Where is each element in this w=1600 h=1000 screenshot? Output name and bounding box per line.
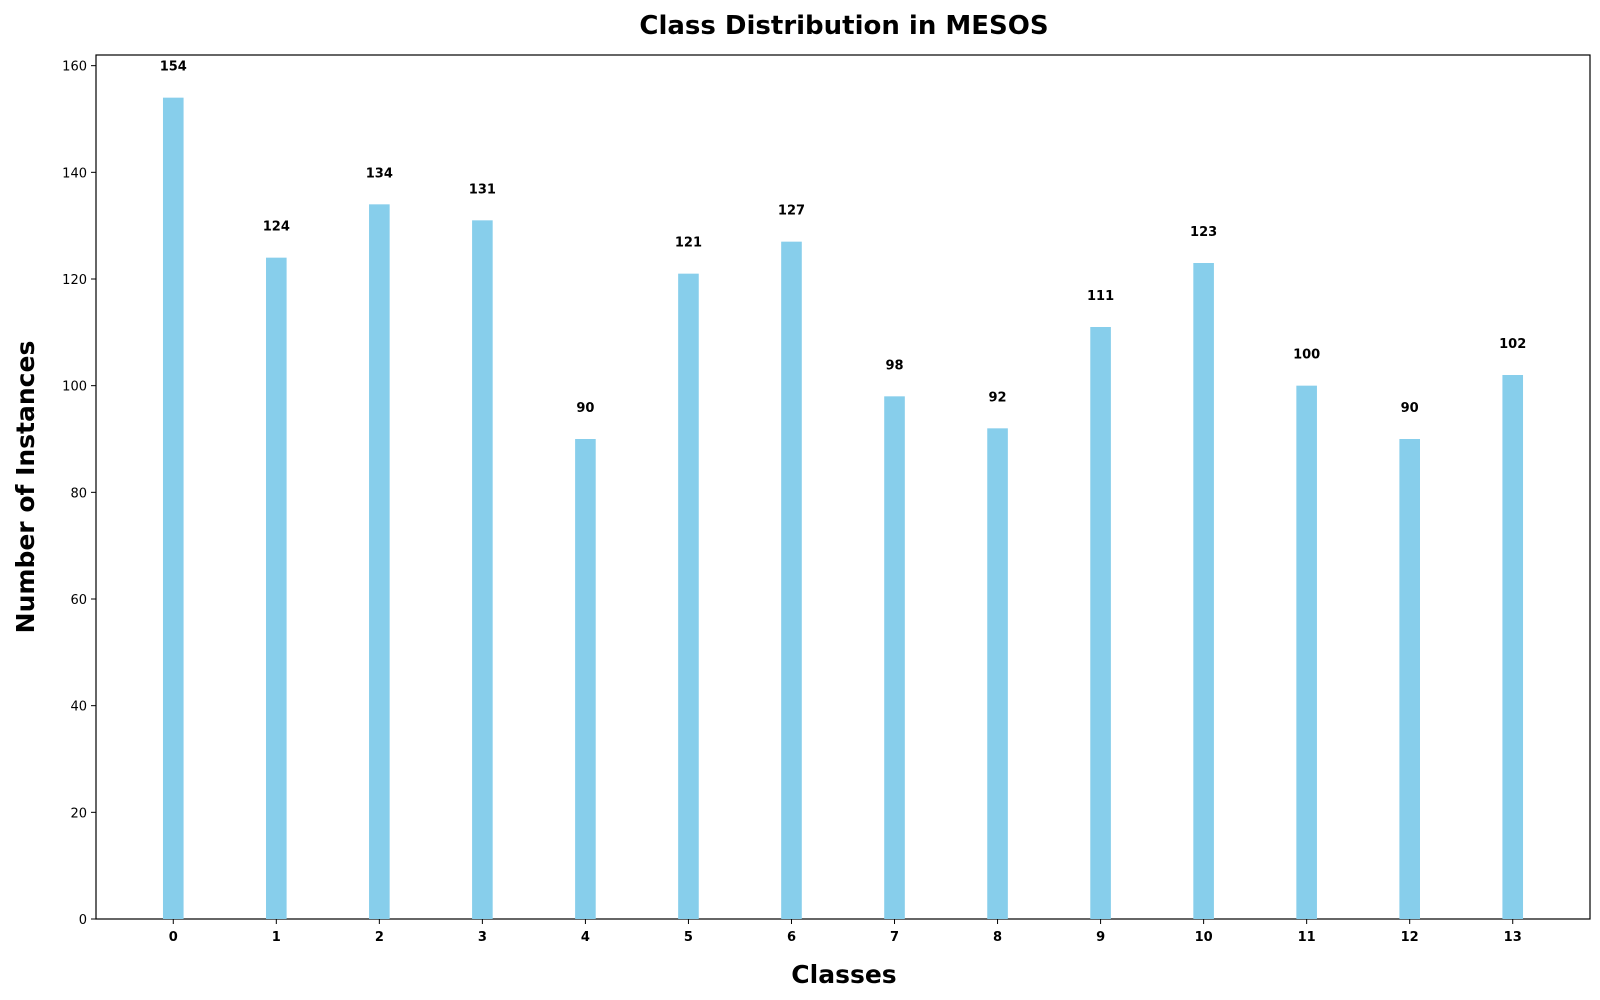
x-tick-label: 5 <box>684 930 693 945</box>
data-label-class-12: 90 <box>1401 401 1419 416</box>
x-tick-label: 0 <box>169 930 178 945</box>
x-tick-label: 10 <box>1195 930 1213 945</box>
bar-class-13 <box>1502 375 1524 919</box>
y-tick-label: 100 <box>62 380 87 395</box>
bar-class-10 <box>1193 263 1214 919</box>
y-tick-label: 60 <box>70 593 87 608</box>
data-label-class-1: 124 <box>263 220 290 235</box>
y-tick-label: 120 <box>62 273 87 288</box>
data-label-class-2: 134 <box>366 166 393 181</box>
data-labels-layer: 154 124 134 131 90 121 127 98 92 111 123 100 90 102 <box>160 60 1527 416</box>
data-label-class-0: 154 <box>160 60 187 75</box>
bar-class-9 <box>1090 327 1111 919</box>
x-tick-label: 2 <box>375 930 384 945</box>
x-axis: 0 1 2 3 4 5 6 7 8 9 10 11 12 13 <box>169 919 1522 945</box>
y-tick-label: 0 <box>79 913 87 928</box>
x-axis-title: Classes <box>791 960 896 989</box>
bar-class-12 <box>1399 439 1420 919</box>
bar-class-5 <box>678 273 699 920</box>
x-tick-label: 8 <box>993 930 1002 945</box>
x-tick-label: 9 <box>1096 930 1105 945</box>
x-tick-label: 6 <box>787 930 796 945</box>
y-axis: 0 20 40 60 80 100 120 140 160 <box>62 60 96 928</box>
data-label-class-10: 123 <box>1190 225 1217 240</box>
bar-class-0 <box>162 97 184 919</box>
y-tick-label: 40 <box>70 700 87 715</box>
bars-layer <box>162 97 1524 920</box>
y-tick-label: 20 <box>70 806 87 821</box>
x-tick-label: 1 <box>272 930 281 945</box>
bar-class-8 <box>987 428 1008 919</box>
bar-class-3 <box>472 220 493 920</box>
data-label-class-4: 90 <box>576 401 594 416</box>
plot-area-frame <box>95 54 1591 920</box>
x-tick-label: 4 <box>581 930 590 945</box>
x-tick-label: 13 <box>1504 930 1522 945</box>
data-label-class-11: 100 <box>1293 348 1320 363</box>
y-tick-label: 80 <box>70 486 87 501</box>
y-tick-label: 160 <box>62 60 87 75</box>
data-label-class-13: 102 <box>1499 337 1526 352</box>
data-label-class-7: 98 <box>885 358 903 373</box>
data-label-class-8: 92 <box>989 390 1007 405</box>
data-label-class-6: 127 <box>778 204 805 219</box>
y-axis-title: Number of Instances <box>11 341 40 634</box>
bar-class-7 <box>884 396 905 919</box>
x-tick-label: 11 <box>1298 930 1316 945</box>
bar-class-6 <box>781 241 802 919</box>
bar-class-11 <box>1296 385 1317 920</box>
x-tick-label: 7 <box>890 930 899 945</box>
data-label-class-9: 111 <box>1087 289 1114 304</box>
data-label-class-3: 131 <box>469 182 496 197</box>
bar-class-4 <box>575 439 596 919</box>
x-tick-label: 12 <box>1401 930 1419 945</box>
x-tick-label: 3 <box>478 930 487 945</box>
bar-class-1 <box>266 257 287 920</box>
y-tick-label: 140 <box>62 166 87 181</box>
chart-title: Class Distribution in MESOS <box>639 11 1048 41</box>
bar-class-2 <box>369 204 390 920</box>
data-label-class-5: 121 <box>675 236 702 251</box>
